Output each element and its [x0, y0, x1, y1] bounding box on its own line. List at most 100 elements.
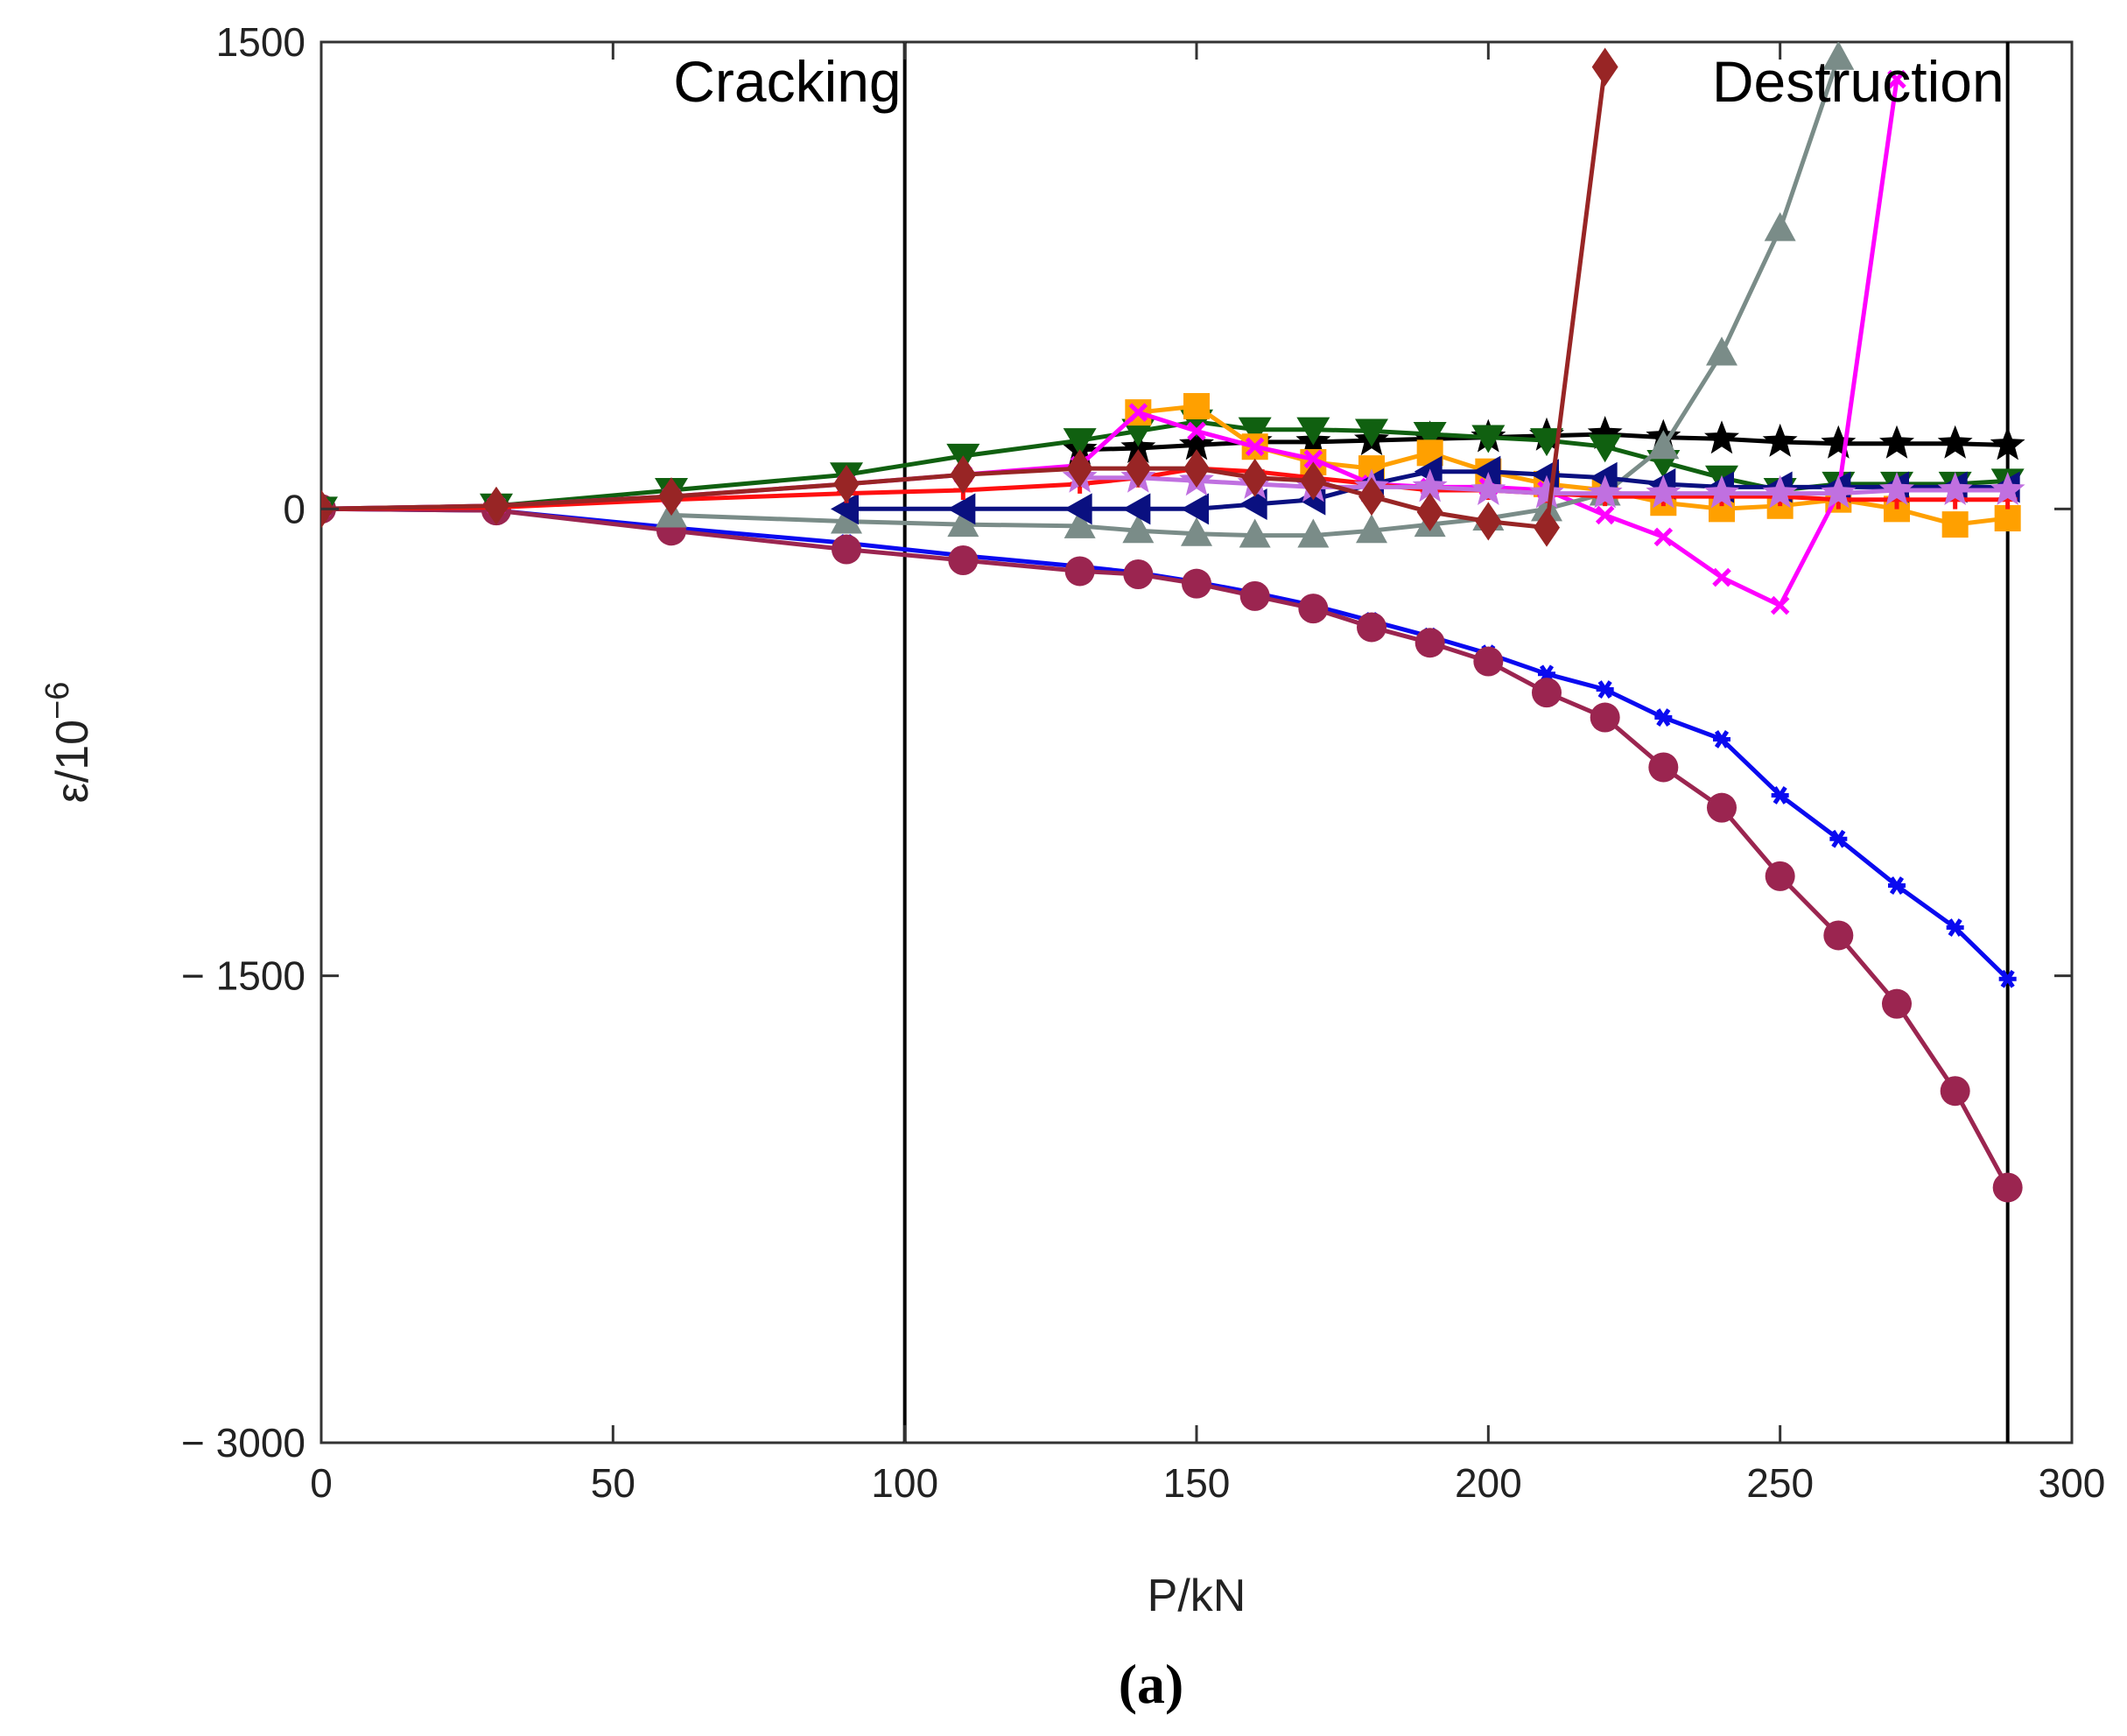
data-point-magenta-x — [1303, 449, 1323, 469]
data-point-maroon-circle — [1357, 612, 1386, 643]
data-point-brown-diamond — [1475, 502, 1502, 541]
data-point-maroon-circle — [1940, 1076, 1970, 1107]
series-line-blue-asterisk — [321, 506, 2010, 980]
data-point-green-triangle-down — [1355, 418, 1388, 447]
data-point-orange-square — [1183, 393, 1210, 419]
data-point-navy-triangle-left — [1589, 461, 1618, 494]
data-point-violet-star — [1704, 474, 1739, 509]
data-point-black-star — [1587, 416, 1623, 449]
data-point-navy-triangle-left — [947, 493, 976, 525]
data-point-violet-star — [1646, 474, 1681, 509]
data-point-maroon-circle — [832, 534, 861, 565]
data-point-maroon-circle — [1882, 988, 1912, 1019]
y-tick-label: 0 — [283, 486, 305, 531]
data-point-maroon-circle — [1239, 580, 1270, 611]
data-point-black-star — [1879, 425, 1914, 459]
data-point-green-triangle-down — [1413, 422, 1447, 450]
x-tick-label: 0 — [310, 1460, 333, 1506]
data-point-maroon-circle — [1648, 752, 1679, 783]
annotation-cracking: Cracking — [673, 49, 901, 114]
data-point-navy-triangle-left — [1472, 455, 1501, 488]
data-point-maroon-circle — [1064, 556, 1095, 587]
data-point-violet-star — [1937, 472, 1973, 505]
data-point-gray-triangle-up — [1647, 430, 1680, 460]
data-point-maroon-circle — [1414, 628, 1445, 658]
data-point-orange-square — [1994, 505, 2021, 531]
y-tick-label: − 1500 — [181, 953, 305, 999]
data-point-blue-asterisk — [1713, 730, 1730, 749]
data-point-green-triangle-down — [1588, 434, 1622, 463]
y-axis-title-exponent: −6 — [39, 682, 76, 720]
x-tick-label: 250 — [1746, 1460, 1814, 1506]
data-point-violet-star — [1879, 472, 1914, 505]
data-point-blue-asterisk — [1998, 969, 2017, 988]
data-point-violet-star — [1529, 474, 1564, 509]
data-point-violet-star — [1412, 468, 1448, 503]
data-point-black-star — [1704, 420, 1739, 454]
data-point-maroon-circle — [1992, 1172, 2023, 1203]
axis-ticks — [319, 40, 2074, 1444]
plot-area — [319, 40, 2074, 1444]
data-point-maroon-circle — [1765, 861, 1795, 891]
data-point-magenta-x — [1245, 437, 1265, 456]
data-point-maroon-circle — [1182, 568, 1211, 599]
data-point-brown-diamond — [1241, 458, 1268, 497]
x-tick-label: 150 — [1163, 1460, 1231, 1506]
axis-labels: 0 50 100 150 200 250 300 − 3000 − 1500 0 1500 Crack… — [181, 19, 2105, 1506]
data-point-magenta-x — [1187, 421, 1206, 441]
x-axis-title: P/kN — [1148, 1571, 1246, 1621]
x-tick-label: 100 — [871, 1460, 938, 1506]
data-point-maroon-circle — [1590, 702, 1620, 733]
data-point-green-triangle-down — [1530, 428, 1563, 457]
data-point-brown-diamond — [1125, 449, 1152, 488]
data-point-brown-diamond — [1358, 477, 1385, 517]
data-point-gray-triangle-up — [1356, 514, 1387, 544]
y-axis-title: ε/10−6 — [39, 682, 98, 804]
y-tick-label: 1500 — [216, 19, 305, 65]
data-point-maroon-circle — [1473, 646, 1504, 677]
data-point-gray-triangle-up — [831, 504, 862, 534]
data-point-brown-diamond — [658, 477, 684, 517]
data-point-violet-star — [1762, 474, 1798, 509]
data-point-gray-triangle-up — [1122, 514, 1155, 544]
data-point-green-triangle-down — [1296, 417, 1330, 446]
data-point-green-triangle-down — [1471, 425, 1506, 453]
reference-lines — [902, 42, 2010, 1443]
data-point-black-star — [1937, 425, 1973, 459]
data-point-blue-asterisk — [1771, 786, 1789, 805]
data-point-violet-star — [1587, 474, 1623, 509]
data-point-blue-asterisk — [1596, 680, 1614, 699]
series-line-maroon-circle — [321, 506, 2010, 1189]
data-point-navy-triangle-left — [1122, 493, 1151, 525]
data-point-maroon-circle — [1123, 559, 1154, 589]
data-point-maroon-circle — [1707, 792, 1737, 823]
data-point-brown-diamond — [483, 486, 509, 525]
data-point-brown-diamond — [1066, 449, 1093, 488]
annotation-destruction: Destruction — [1712, 49, 2004, 114]
data-point-gray-triangle-up — [1531, 492, 1562, 522]
data-point-blue-asterisk — [1888, 876, 1906, 895]
data-point-gray-triangle-up — [1822, 42, 1855, 70]
data-point-violet-star — [1990, 472, 2025, 505]
data-point-maroon-circle — [1823, 920, 1854, 951]
data-point-magenta-x — [1128, 403, 1148, 422]
data-point-black-star — [1762, 423, 1798, 457]
data-point-green-triangle-down — [1063, 428, 1097, 457]
data-point-orange-square — [1941, 511, 1969, 538]
data-point-maroon-circle — [948, 545, 979, 575]
data-point-black-star — [1179, 426, 1214, 460]
data-point-magenta-x — [1653, 527, 1674, 547]
data-point-blue-asterisk — [1654, 708, 1673, 727]
data-point-gray-triangle-up — [1706, 336, 1737, 366]
data-series — [321, 42, 2025, 1203]
y-tick-label: − 3000 — [181, 1420, 305, 1465]
data-point-violet-star — [1471, 472, 1506, 505]
data-point-gray-triangle-up — [1239, 518, 1271, 548]
x-tick-label: 200 — [1455, 1460, 1522, 1506]
data-point-black-star — [1990, 426, 2025, 460]
data-point-violet-star — [1821, 474, 1857, 509]
data-point-gray-triangle-up — [1064, 509, 1096, 538]
plot-frame — [319, 40, 2074, 1444]
data-point-maroon-circle — [1298, 594, 1329, 624]
